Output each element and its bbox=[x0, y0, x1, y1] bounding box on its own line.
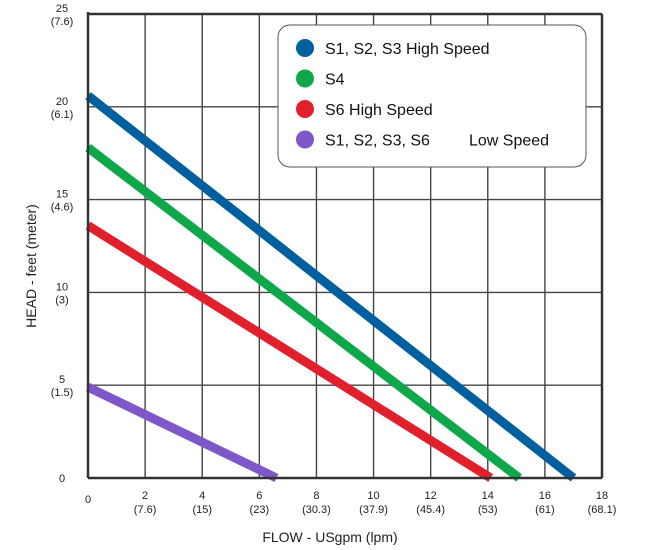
legend-label-2: S4 bbox=[325, 72, 345, 89]
x-axis-title: FLOW - USgpm (lpm) bbox=[262, 529, 397, 545]
y-tick-label: 20 bbox=[56, 96, 68, 108]
x-tick-labels: 0 2 (7.6) 4 (15) 6 (23) 8 (30.3) 10 (37.9) 12 (45.4)… bbox=[85, 490, 616, 516]
y-tick-label: 0 bbox=[59, 473, 65, 485]
legend-marker-3 bbox=[296, 100, 314, 118]
x-tick-label: 2 bbox=[142, 490, 148, 502]
y-tick-sublabel: (7.6) bbox=[51, 16, 74, 28]
x-tick-sublabel: (30.3) bbox=[302, 504, 331, 516]
y-tick-label: 15 bbox=[56, 189, 68, 201]
x-tick-label: 4 bbox=[199, 490, 205, 502]
x-tick-sublabel: (7.6) bbox=[134, 504, 157, 516]
legend: S1, S2, S3 High Speed S4 S6 High Speed S1, … bbox=[277, 24, 587, 168]
x-tick-sublabel: (68.1) bbox=[588, 504, 617, 516]
series-line-4 bbox=[86, 383, 279, 483]
x-tick-sublabel: (23) bbox=[250, 504, 270, 516]
series-layer bbox=[85, 92, 577, 483]
x-tick-sublabel: (53) bbox=[478, 504, 498, 516]
x-tick-sublabel: (37.9) bbox=[359, 504, 388, 516]
series-line-1 bbox=[85, 92, 577, 482]
x-tick-label: 14 bbox=[482, 490, 494, 502]
x-tick-label: 8 bbox=[313, 490, 319, 502]
series-line-2 bbox=[85, 144, 522, 482]
y-tick-sublabel: (6.1) bbox=[51, 109, 74, 121]
series-line-3 bbox=[85, 221, 494, 482]
legend-label-3: S6 High Speed bbox=[325, 102, 433, 119]
legend-marker-4 bbox=[296, 130, 314, 149]
legend-box bbox=[277, 24, 587, 168]
y-tick-sublabel: (4.6) bbox=[51, 202, 74, 214]
legend-label-1: S1, S2, S3 High Speed bbox=[325, 41, 490, 58]
x-tick-sublabel: (15) bbox=[192, 504, 212, 516]
y-tick-label: 10 bbox=[56, 281, 68, 293]
x-tick-label: 6 bbox=[256, 490, 262, 502]
legend-label-4: S1, S2, S3, S6 bbox=[325, 133, 430, 150]
x-tick-label: 12 bbox=[425, 490, 437, 502]
y-tick-sublabel: (3) bbox=[55, 294, 68, 306]
y-tick-label: 5 bbox=[59, 374, 65, 386]
legend-label-4-suffix: Low Speed bbox=[469, 133, 549, 150]
x-tick-label: 18 bbox=[596, 490, 608, 502]
legend-marker-2 bbox=[296, 69, 314, 88]
y-tick-sublabel: (1.5) bbox=[51, 387, 74, 399]
legend-marker-1 bbox=[296, 39, 314, 57]
y-axis-title: HEAD - feet (meter) bbox=[23, 204, 39, 328]
x-tick-label: 0 bbox=[85, 494, 91, 506]
x-tick-sublabel: (45.4) bbox=[416, 504, 445, 516]
x-tick-sublabel: (61) bbox=[535, 504, 555, 516]
y-tick-label: 25 bbox=[56, 3, 68, 15]
x-tick-label: 16 bbox=[539, 490, 551, 502]
axes bbox=[86, 12, 604, 480]
y-tick-labels: 0 5(1.5) 10(3) 15(4.6) 20(6.1) 25(7.6) bbox=[51, 3, 74, 485]
x-tick-label: 10 bbox=[367, 490, 379, 502]
